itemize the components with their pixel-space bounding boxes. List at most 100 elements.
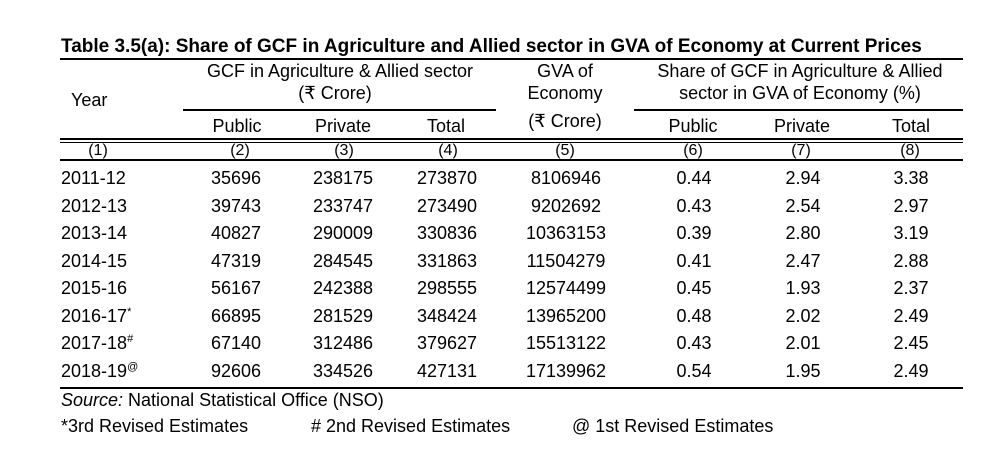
cell-year: 2011-12 [61, 168, 126, 188]
cell-gcf-public: 56167 [210, 278, 262, 298]
colnum-top-rule [60, 142, 963, 143]
cell-gcf-public: 35696 [210, 168, 262, 188]
cell-gva: 11504279 [526, 250, 606, 271]
cell-share-total: 2.49 [893, 360, 929, 381]
header-bottom-rule [60, 138, 963, 140]
cell-share-public: 0.43 [676, 195, 712, 216]
cell-gcf-total: 379627 [416, 333, 478, 353]
gcf-group-rule [183, 109, 496, 111]
cell-share-private: 2.01 [785, 333, 821, 353]
header-share-public: Public [668, 116, 718, 136]
header-public: Public [212, 116, 262, 136]
cell-gcf-total: 273490 [416, 195, 478, 216]
cell-gcf-public: 66895 [210, 305, 262, 326]
header-gcf-group-line2: (₹ Crore) [298, 83, 372, 103]
header-gva-line2: Economy [527, 83, 603, 103]
cell-share-total: 2.37 [893, 278, 929, 298]
share-group-rule [634, 109, 963, 111]
cell-share-total: 2.97 [893, 195, 929, 216]
table-bottom-rule [60, 387, 963, 389]
header-share-group-line1: Share of GCF in Agriculture & Allied [657, 61, 943, 81]
cell-year: 2014-15 [61, 251, 127, 271]
year-label: 2016-17 [61, 305, 128, 326]
header-total: Total [426, 116, 466, 136]
footnote-3rd-revised: *3rd Revised Estimates [61, 416, 249, 436]
table-title: Table 3.5(a): Share of GCF in Agricultur… [61, 36, 922, 57]
year-label: 2011-12 [61, 168, 126, 188]
header-share-private: Private [773, 116, 831, 136]
cell-share-public: 0.54 [676, 360, 712, 381]
cell-share-private: 2.54 [785, 195, 821, 216]
cell-year: 2018-19@ [61, 361, 138, 381]
colnum-2: (2) [230, 142, 250, 159]
source-label: Source: [61, 390, 124, 410]
colnum-4: (4) [438, 142, 458, 159]
cell-share-public: 0.44 [676, 168, 712, 188]
cell-share-total: 2.49 [893, 305, 929, 326]
cell-share-public: 0.39 [676, 223, 712, 243]
cell-gcf-private: 281529 [312, 305, 374, 326]
cell-gcf-total: 298555 [416, 278, 478, 298]
cell-year: 2012-13 [61, 196, 127, 216]
year-label: 2017-18 [61, 333, 128, 353]
header-share-group-line2: sector in GVA of Economy (%) [679, 83, 921, 103]
cell-gcf-private: 334526 [312, 360, 374, 381]
footnote-2nd-revised: # 2nd Revised Estimates [311, 416, 511, 436]
estimate-mark: # [127, 333, 134, 345]
cell-share-total: 3.38 [893, 168, 929, 188]
cell-gcf-public: 92606 [210, 360, 262, 381]
cell-share-public: 0.45 [676, 278, 712, 298]
cell-gcf-total: 330836 [416, 223, 478, 243]
cell-year: 2015-16 [61, 278, 127, 298]
source-text: National Statistical Office (NSO) [123, 390, 384, 410]
colnum-8: (8) [900, 142, 920, 159]
header-share-total: Total [891, 116, 931, 136]
year-label: 2018-19 [61, 360, 128, 381]
year-label: 2014-15 [61, 250, 128, 271]
cell-gcf-private: 290009 [312, 223, 374, 243]
cell-gcf-private: 284545 [312, 250, 374, 271]
cell-year: 2013-14 [61, 223, 127, 243]
colnum-1: (1) [88, 142, 108, 159]
header-gva-line1: GVA of [537, 61, 593, 81]
cell-gva: 15513122 [525, 333, 607, 353]
footnote-1st-revised: @ 1st Revised Estimates [572, 416, 774, 436]
source-note: Source: National Statistical Office (NSO… [61, 390, 384, 410]
cell-gcf-private: 312486 [312, 333, 374, 353]
cell-year: 2017-18# [61, 333, 133, 353]
cell-gcf-private: 233747 [312, 195, 374, 216]
cell-share-private: 2.02 [785, 305, 821, 326]
cell-gva: 17139962 [525, 360, 607, 381]
year-label: 2012-13 [61, 195, 128, 216]
cell-share-private: 2.94 [785, 168, 821, 188]
cell-gcf-public: 40827 [210, 223, 262, 243]
header-gcf-group-line1: GCF in Agriculture & Allied sector [206, 61, 474, 81]
header-gva-line3: (₹ Crore) [528, 111, 602, 131]
cell-gva: 10363153 [525, 223, 607, 243]
cell-share-total: 2.88 [893, 250, 929, 271]
colnum-6: (6) [683, 142, 703, 159]
cell-share-public: 0.48 [676, 305, 712, 326]
cell-share-total: 3.19 [893, 223, 929, 243]
estimate-mark: * [127, 305, 132, 318]
cell-gva: 9202692 [530, 195, 602, 216]
cell-gcf-private: 242388 [312, 278, 374, 298]
cell-gva: 13965200 [525, 305, 607, 326]
colnum-7: (7) [791, 142, 811, 159]
year-label: 2013-14 [61, 223, 128, 243]
cell-gva: 12574499 [525, 278, 607, 298]
cell-gcf-private: 238175 [312, 168, 374, 188]
header-year: Year [71, 90, 108, 110]
cell-gcf-public: 47319 [210, 250, 262, 271]
cell-gcf-public: 39743 [210, 195, 262, 216]
year-label: 2015-16 [61, 278, 128, 298]
cell-share-public: 0.43 [676, 333, 712, 353]
cell-gcf-total: 273870 [416, 168, 478, 188]
header-private: Private [314, 116, 372, 136]
cell-share-public: 0.41 [676, 250, 712, 271]
colnum-3: (3) [334, 142, 354, 159]
cell-share-private: 1.93 [785, 278, 821, 298]
cell-share-private: 2.47 [785, 250, 821, 271]
cell-gcf-total: 348424 [416, 305, 478, 326]
estimate-mark: @ [127, 360, 139, 373]
